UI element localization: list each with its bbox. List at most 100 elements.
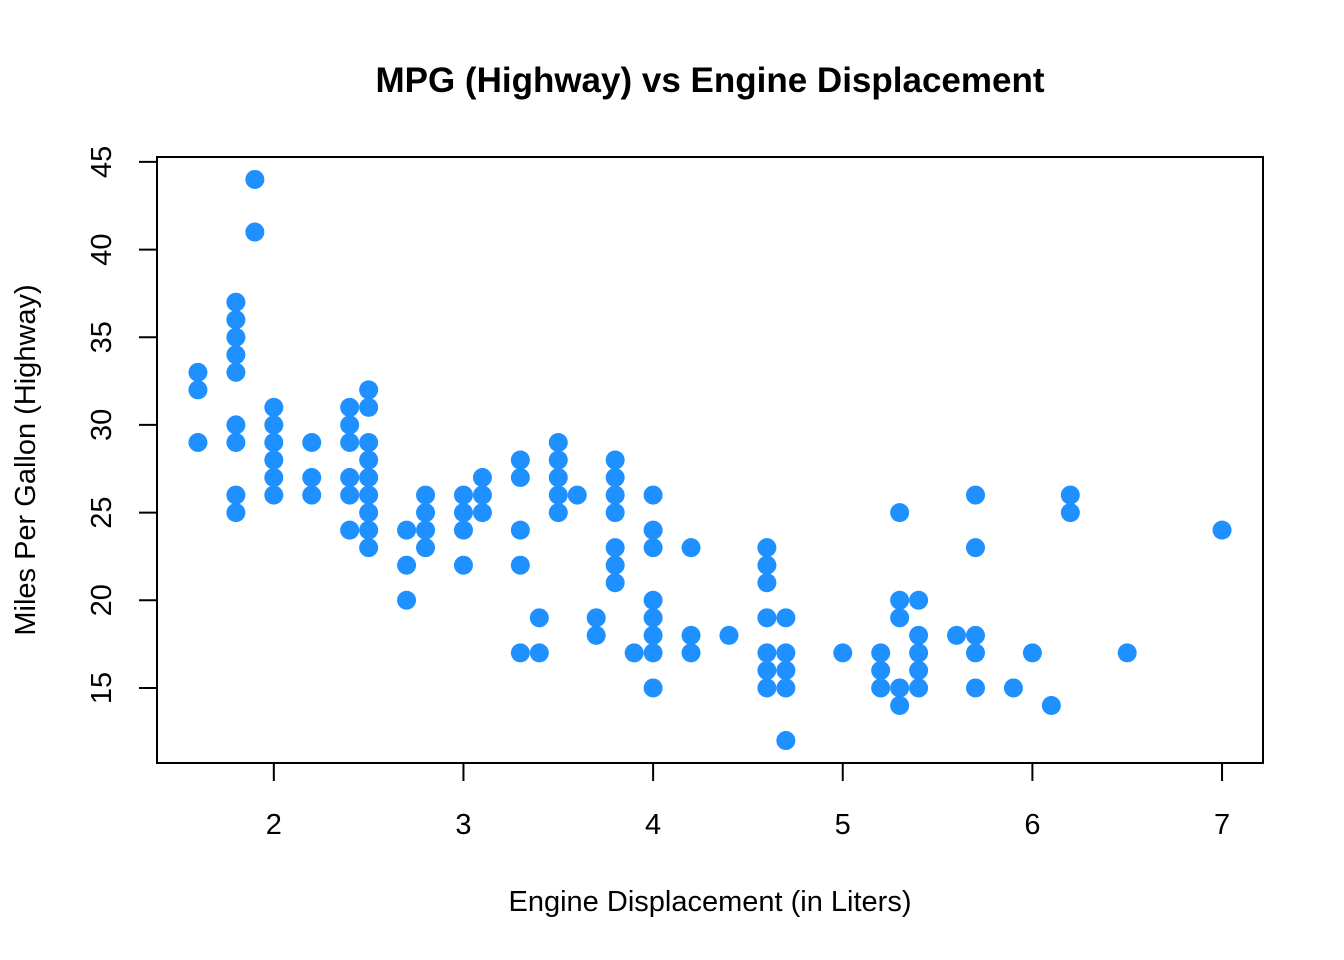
data-point [966,678,986,698]
data-point [776,660,796,680]
data-point [548,485,568,505]
data-point [416,520,436,540]
y-axis-label: Miles Per Gallon (Highway) [10,284,42,635]
data-point [226,327,246,347]
data-point [264,432,284,452]
data-point [416,503,436,523]
data-point [226,345,246,365]
data-point [245,222,265,242]
y-tick-label: 35 [86,321,118,353]
data-point [605,485,625,505]
data-point [188,380,208,400]
data-point [681,538,701,558]
data-point [359,432,379,452]
data-point [909,590,929,610]
data-point [871,643,891,663]
data-point [188,362,208,382]
data-point [416,538,436,558]
data-point [302,468,322,488]
data-point [264,468,284,488]
x-tick-label: 6 [1024,809,1040,841]
data-point [302,485,322,505]
data-point [245,169,265,189]
data-points [188,169,1232,751]
data-point [757,678,777,698]
data-point [226,415,246,435]
data-point [226,292,246,312]
data-point [776,731,796,751]
data-point [567,485,587,505]
data-point [226,310,246,330]
data-point [188,432,208,452]
data-point [890,503,910,523]
data-point [890,590,910,610]
data-point [966,485,986,505]
data-point [264,485,284,505]
data-point [1117,643,1137,663]
y-tick-label: 30 [86,409,118,441]
data-point [340,485,360,505]
data-point [397,520,417,540]
data-point [359,538,379,558]
data-point [605,538,625,558]
data-point [909,643,929,663]
data-point [226,362,246,382]
data-point [643,625,663,645]
data-point [510,643,530,663]
data-point [719,625,739,645]
data-point [681,625,701,645]
data-point [359,397,379,417]
data-point [226,503,246,523]
data-point [548,432,568,452]
data-point [586,625,606,645]
data-point [776,643,796,663]
data-point [643,538,663,558]
data-point [605,450,625,470]
data-point [605,503,625,523]
data-point [757,608,777,628]
data-point [510,520,530,540]
data-point [871,678,891,698]
chart-title: MPG (Highway) vs Engine Displacement [375,61,1044,100]
data-point [1003,678,1023,698]
y-axis: 15 20 25 30 35 40 45 [86,146,158,704]
data-point [340,520,360,540]
data-point [359,380,379,400]
data-point [453,520,473,540]
data-point [472,468,492,488]
data-point [586,608,606,628]
y-tick-label: 20 [86,584,118,616]
data-point [1060,485,1080,505]
data-point [472,485,492,505]
data-point [453,555,473,575]
data-point [776,678,796,698]
data-point [643,608,663,628]
data-point [510,450,530,470]
data-point [757,660,777,680]
data-point [359,450,379,470]
plot-frame [156,156,1264,764]
data-point [529,608,549,628]
data-point [416,485,436,505]
data-point [757,538,777,558]
data-point [359,520,379,540]
data-point [359,503,379,523]
data-point [966,643,986,663]
data-point [643,678,663,698]
y-tick-label: 25 [86,496,118,528]
data-point [226,485,246,505]
data-point [340,432,360,452]
data-point [909,660,929,680]
data-point [605,555,625,575]
data-point [340,468,360,488]
data-point [1060,503,1080,523]
data-point [890,608,910,628]
data-point [890,695,910,715]
data-point [1212,520,1232,540]
y-tick-label: 15 [86,672,118,704]
data-point [833,643,853,663]
data-point [453,485,473,505]
data-point [643,643,663,663]
data-point [397,590,417,610]
data-point [359,485,379,505]
